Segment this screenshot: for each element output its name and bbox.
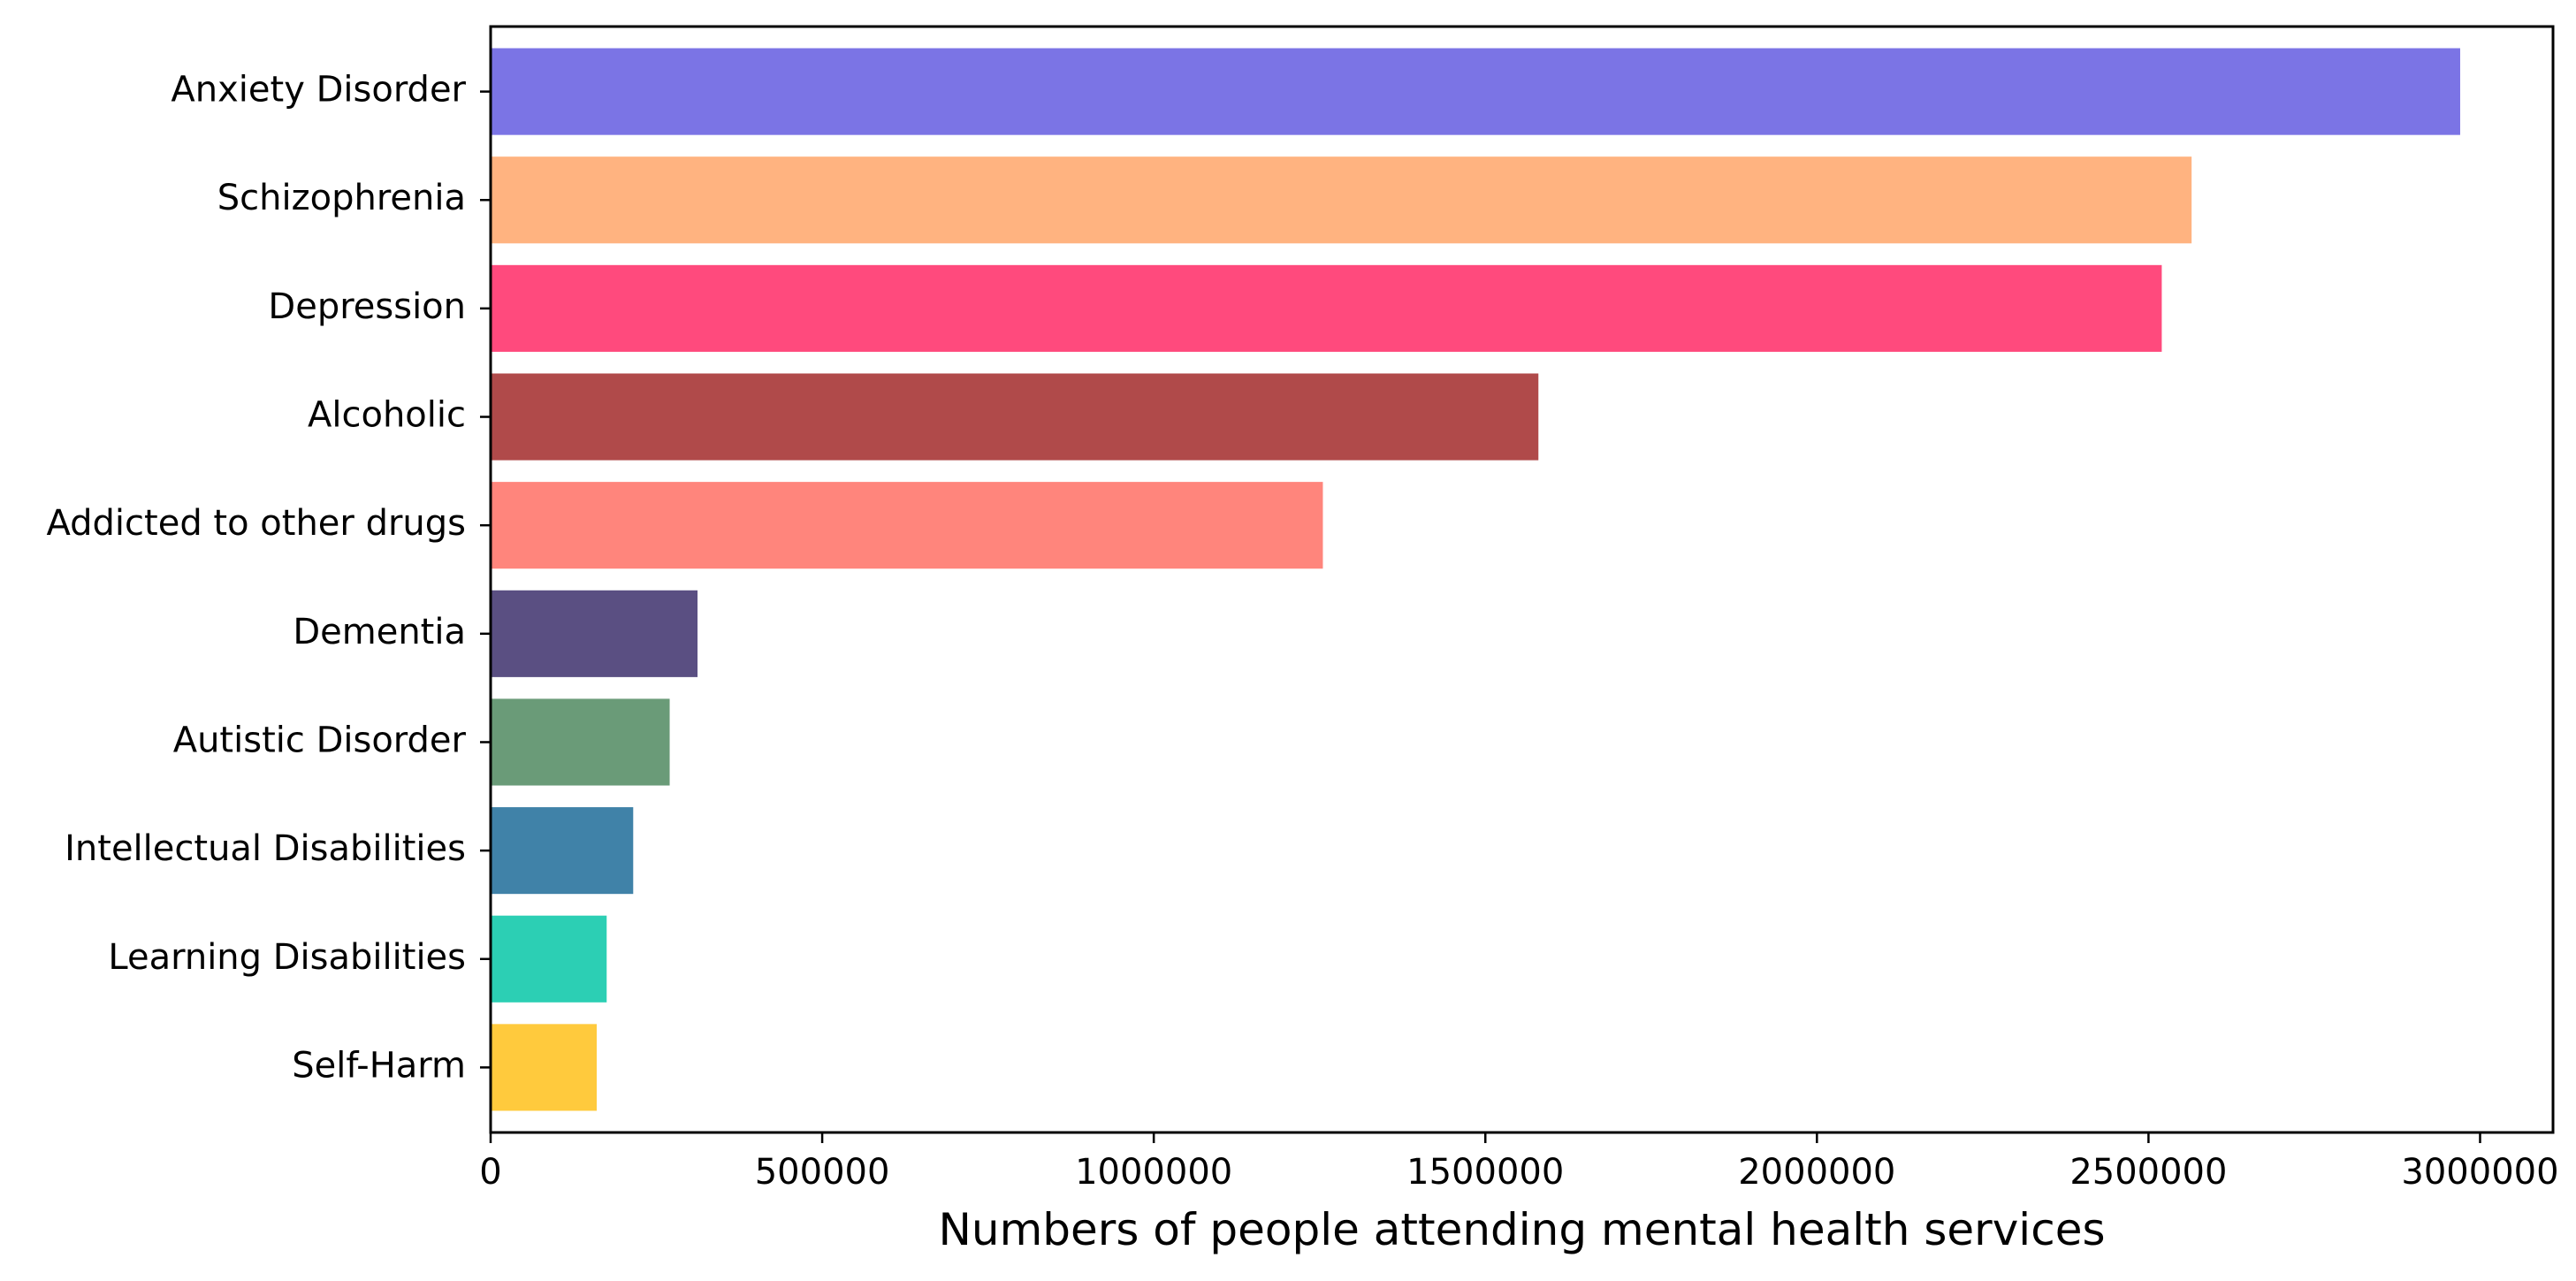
bar-anxiety-disorder (491, 48, 2460, 135)
bar-autistic-disorder (491, 698, 670, 786)
bar-alcoholic (491, 373, 1539, 461)
x-tick-label: 1000000 (1075, 1152, 1232, 1193)
bar-schizophrenia (491, 156, 2192, 244)
y-tick-label: Dementia (293, 612, 466, 652)
y-axis: Anxiety Disorder Schizophrenia Depression A… (46, 70, 491, 1086)
y-tick-label: Schizophrenia (217, 178, 466, 218)
x-axis-title: Numbers of people attending mental healt… (938, 1204, 2105, 1255)
y-tick-label: Anxiety Disorder (171, 70, 466, 111)
y-tick-label: Learning Disabilities (108, 937, 466, 978)
x-tick-label: 0 (479, 1152, 501, 1193)
bar-intellectual-disabilities (491, 807, 634, 895)
bar-learning-disabilities (491, 915, 607, 1003)
y-tick-label: Addicted to other drugs (46, 503, 466, 544)
y-tick-label: Intellectual Disabilities (65, 828, 466, 869)
bars-layer (491, 48, 2460, 1111)
x-tick-label: 2500000 (2069, 1152, 2227, 1193)
bar-addicted-to-other-drugs (491, 482, 1323, 569)
bar-self-harm (491, 1024, 598, 1111)
x-tick-label: 1500000 (1406, 1152, 1564, 1193)
x-tick-label: 500000 (755, 1152, 890, 1193)
x-tick-label: 2000000 (1738, 1152, 1895, 1193)
x-tick-label: 3000000 (2401, 1152, 2558, 1193)
x-axis: 0 500000 1000000 1500000 2000000 2500000 30000… (479, 1132, 2559, 1193)
y-tick-label: Alcoholic (308, 395, 466, 436)
y-tick-label: Depression (268, 286, 466, 327)
y-tick-label: Autistic Disorder (173, 720, 467, 760)
plot-frame (489, 25, 2555, 1134)
y-tick-label: Self-Harm (292, 1045, 466, 1086)
bar-depression (491, 264, 2162, 352)
bar-dementia (491, 590, 698, 677)
